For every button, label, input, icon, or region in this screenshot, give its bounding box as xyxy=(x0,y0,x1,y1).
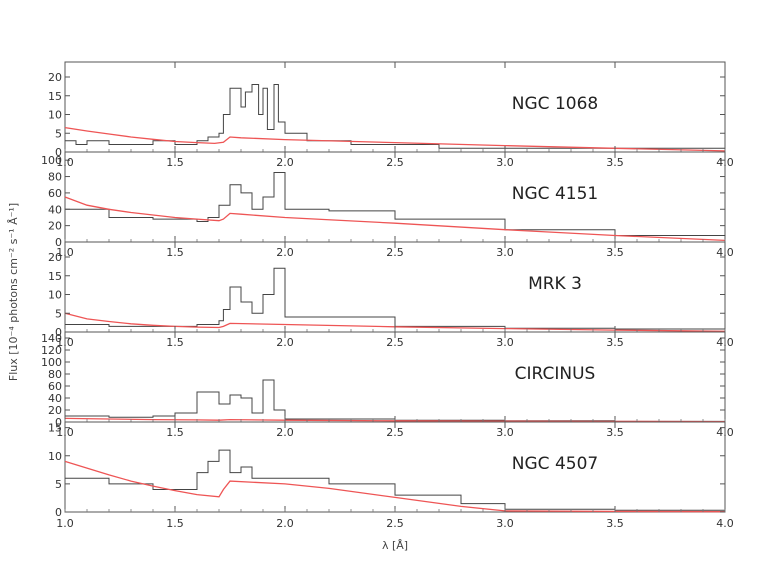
x-axis-tick-label: 2.5 xyxy=(386,517,404,530)
y-tick-label: 15 xyxy=(48,270,62,283)
y-tick-label: 60 xyxy=(48,187,62,200)
x-tick-label: 2.5 xyxy=(386,156,404,169)
x-tick-label: 1.0 xyxy=(56,426,74,439)
x-tick-label: 2.5 xyxy=(386,246,404,259)
x-axis-tick-label: 4.0 xyxy=(716,517,734,530)
x-tick-label: 4.0 xyxy=(716,426,734,439)
y-tick-label: 0 xyxy=(55,416,62,429)
y-tick-label: 80 xyxy=(48,171,62,184)
y-tick-label: 0 xyxy=(55,326,62,339)
x-tick-label: 3.0 xyxy=(496,336,514,349)
x-tick-label: 1.5 xyxy=(166,246,184,259)
series-data-line xyxy=(65,449,726,512)
y-tick-label: 100 xyxy=(41,154,62,167)
x-tick-label: 3.0 xyxy=(496,246,514,259)
panel-frame xyxy=(64,331,726,423)
x-tick-label: 4.0 xyxy=(716,156,734,169)
y-tick-label: 80 xyxy=(48,368,62,381)
y-tick-label: 140 xyxy=(41,332,62,345)
y-tick-label: 0 xyxy=(55,146,62,159)
x-tick-label: 1.0 xyxy=(56,336,74,349)
y-tick-label: 10 xyxy=(48,109,62,122)
y-tick-label: 40 xyxy=(48,392,62,405)
x-tick-label: 1.5 xyxy=(166,156,184,169)
y-tick-label: 15 xyxy=(48,422,62,435)
panel-frame xyxy=(64,151,726,243)
x-tick-label: 1.0 xyxy=(56,246,74,259)
panel-name-label: CIRCINUS xyxy=(515,364,596,384)
series-model-line xyxy=(64,196,726,242)
panel-name-label: NGC 1068 xyxy=(512,94,598,114)
y-tick-label: 0 xyxy=(55,506,62,519)
x-tick-label: 3.0 xyxy=(496,426,514,439)
y-tick-label: 40 xyxy=(48,203,62,216)
y-tick-label: 20 xyxy=(48,404,62,417)
x-tick-label: 3.5 xyxy=(606,246,624,259)
y-tick-label: 60 xyxy=(48,380,62,393)
x-axis-tick-label: 2.0 xyxy=(276,517,294,530)
panel-ngc-4507: 0 5 10 151.0 1.5 2.0 2.5 3.0 3.5 4.0 NGC 4507 xyxy=(48,421,734,519)
x-tick-label: 4.0 xyxy=(716,336,734,349)
series-model-line xyxy=(64,460,726,513)
x-tick-label: 2.5 xyxy=(386,426,404,439)
x-tick-label: 1.5 xyxy=(166,426,184,439)
y-tick-label: 5 xyxy=(55,478,62,491)
x-axis-title: λ [Å] xyxy=(382,539,408,552)
x-axis-tick-label: 3.5 xyxy=(606,517,624,530)
y-tick-label: 20 xyxy=(48,71,62,84)
y-tick-label: 20 xyxy=(48,220,62,233)
series-data-line xyxy=(65,172,726,239)
y-tick-label: 10 xyxy=(48,450,62,463)
series-model-line xyxy=(64,417,726,423)
x-axis-tick-label: 1.0 xyxy=(56,517,74,530)
x-tick-label: 2.0 xyxy=(276,156,294,169)
series-model-line xyxy=(64,312,726,332)
x-tick-label: 3.5 xyxy=(606,426,624,439)
panel-name-label: NGC 4507 xyxy=(512,454,598,474)
x-axis-tick-label: 3.0 xyxy=(496,517,514,530)
y-tick-label: 10 xyxy=(48,289,62,302)
y-tick-label: 15 xyxy=(48,90,62,103)
panel-ngc-1068: 0 5 10 15 20 NGC 1068 xyxy=(48,61,726,159)
y-tick-label: 5 xyxy=(55,307,62,320)
y-tick-label: 0 xyxy=(55,236,62,249)
series-model-line xyxy=(64,126,726,152)
panel-mrk-3: 0 5 10 15 201.0 1.5 2.0 2.5 3.0 3.5 4.0 MRK 3 xyxy=(48,241,734,339)
y-tick-label: 120 xyxy=(41,344,62,357)
y-tick-label: 100 xyxy=(41,356,62,369)
y-tick-label: 5 xyxy=(55,127,62,140)
x-tick-label: 2.0 xyxy=(276,246,294,259)
x-axis-tick-label: 1.5 xyxy=(166,517,184,530)
x-tick-label: 4.0 xyxy=(716,246,734,259)
x-tick-label: 2.0 xyxy=(276,426,294,439)
x-tick-label: 2.0 xyxy=(276,336,294,349)
panel-frame xyxy=(64,61,726,153)
x-tick-label: 3.5 xyxy=(606,336,624,349)
y-axis-title: Flux [10⁻⁴ photons cm⁻² s⁻¹ Å⁻¹] xyxy=(7,203,20,381)
x-tick-label: 1.0 xyxy=(56,156,74,169)
x-tick-label: 3.0 xyxy=(496,156,514,169)
y-tick-label: 20 xyxy=(48,251,62,264)
x-tick-label: 1.5 xyxy=(166,336,184,349)
panel-name-label: NGC 4151 xyxy=(512,184,598,204)
panel-name-label: MRK 3 xyxy=(528,274,582,294)
x-tick-label: 2.5 xyxy=(386,336,404,349)
x-tick-label: 3.5 xyxy=(606,156,624,169)
